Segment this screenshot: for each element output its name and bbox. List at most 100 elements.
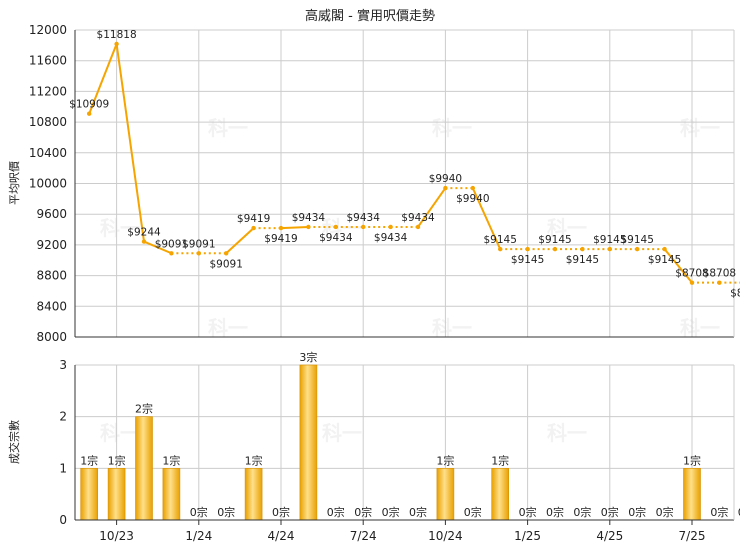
line-point bbox=[607, 246, 612, 252]
line-segment bbox=[88, 43, 118, 115]
chart-title: 高威閣 - 實用呎價走勢 bbox=[305, 8, 435, 24]
bottom-y-tick-label: 0 bbox=[59, 513, 67, 527]
bar-label: 0宗 bbox=[409, 505, 427, 519]
bar-label: 0宗 bbox=[519, 505, 537, 519]
point-label: $9145 bbox=[620, 234, 653, 246]
line-series bbox=[87, 41, 740, 285]
bar bbox=[135, 416, 153, 521]
x-tick-label: 1/24 bbox=[185, 529, 212, 543]
point-label: $10909 bbox=[69, 99, 109, 111]
point-label: $9145 bbox=[483, 234, 516, 246]
line-point bbox=[306, 224, 311, 230]
point-label: $9145 bbox=[538, 234, 571, 246]
line-point bbox=[662, 246, 667, 252]
point-label: $9434 bbox=[319, 232, 353, 244]
line-point bbox=[388, 224, 393, 230]
bar-series bbox=[80, 364, 701, 521]
top-y-tick-label: 10000 bbox=[29, 177, 67, 191]
line-point bbox=[525, 246, 530, 252]
x-tick-label: 10/24 bbox=[428, 529, 463, 543]
point-label: $9940 bbox=[456, 193, 489, 205]
x-tick-label: 4/24 bbox=[268, 529, 295, 543]
watermark-text: 科一 bbox=[208, 316, 248, 340]
watermark-text: 科一 bbox=[547, 216, 587, 240]
point-label: $9091 bbox=[182, 238, 215, 250]
point-label: $9145 bbox=[566, 254, 599, 266]
watermark-text: 科一 bbox=[432, 116, 472, 140]
watermark-text: 科一 bbox=[432, 316, 472, 340]
watermark-text: 科一 bbox=[680, 116, 720, 140]
bottom-y-tick-label: 2 bbox=[59, 410, 67, 424]
bar bbox=[491, 468, 510, 521]
line-point bbox=[415, 224, 421, 230]
bar-label: 1宗 bbox=[436, 453, 454, 467]
watermark-text: 科一 bbox=[680, 316, 720, 340]
point-label: $9419 bbox=[264, 233, 297, 245]
bar-label: 0宗 bbox=[272, 505, 290, 519]
point-label: $9940 bbox=[429, 173, 462, 185]
point-label: $9145 bbox=[593, 234, 626, 246]
top-y-tick-label: 11600 bbox=[29, 54, 67, 68]
bottom-y-tick-label: 3 bbox=[59, 358, 67, 372]
bar-label: 1宗 bbox=[683, 453, 701, 467]
line-point bbox=[224, 251, 229, 256]
watermark-text: 科一 bbox=[322, 216, 362, 240]
x-tick-label: 4/25 bbox=[596, 529, 623, 543]
point-label: $11818 bbox=[97, 29, 137, 41]
bar-label: 1宗 bbox=[108, 453, 126, 467]
bar bbox=[244, 468, 263, 521]
bar-label: 1宗 bbox=[491, 453, 509, 467]
point-label: $8708 bbox=[703, 268, 736, 280]
point-label: $9434 bbox=[401, 212, 435, 224]
bar bbox=[683, 468, 701, 521]
bar-label: 3宗 bbox=[299, 350, 317, 364]
point-label: $9434 bbox=[346, 212, 380, 224]
bar-label: 1宗 bbox=[80, 453, 98, 467]
line-point bbox=[470, 185, 475, 191]
bar-label: 0宗 bbox=[628, 505, 646, 519]
axes: 8000840088009200960010000104001080011200… bbox=[29, 23, 735, 543]
top-y-tick-label: 10400 bbox=[29, 146, 67, 160]
bottom-y-axis-label: 成交宗數 bbox=[7, 420, 21, 464]
x-tick-label: 10/23 bbox=[99, 529, 134, 543]
bottom-y-tick-label: 1 bbox=[59, 461, 67, 475]
bar-label: 0宗 bbox=[217, 505, 235, 519]
bar bbox=[107, 468, 126, 521]
point-label: $8708 bbox=[675, 268, 708, 280]
point-label: $9434 bbox=[374, 232, 408, 244]
bar bbox=[299, 364, 318, 521]
line-point bbox=[169, 251, 174, 256]
line-point bbox=[635, 246, 640, 252]
point-label: $9419 bbox=[237, 213, 270, 225]
watermark-text: 科一 bbox=[547, 421, 587, 445]
line-point bbox=[141, 239, 147, 244]
line-segment bbox=[280, 225, 309, 230]
bar bbox=[80, 468, 98, 521]
line-point bbox=[361, 224, 366, 230]
line-point bbox=[251, 225, 256, 231]
top-y-tick-label: 12000 bbox=[29, 23, 67, 37]
line-segment bbox=[471, 187, 502, 250]
line-point bbox=[333, 224, 338, 230]
line-point bbox=[278, 225, 284, 231]
point-label: $9244 bbox=[127, 227, 161, 239]
bar-label: 0宗 bbox=[464, 505, 482, 519]
bar-label: 0宗 bbox=[710, 505, 728, 519]
point-label: $9091 bbox=[209, 258, 242, 270]
line-point bbox=[689, 280, 695, 285]
x-tick-label: 1/25 bbox=[514, 529, 541, 543]
bar-label: 2宗 bbox=[135, 402, 153, 416]
point-label: $9145 bbox=[511, 254, 544, 266]
x-tick-label: 7/24 bbox=[350, 529, 377, 543]
bar-label: 1宗 bbox=[245, 453, 263, 467]
bar-label: 0宗 bbox=[382, 505, 400, 519]
line-segment bbox=[417, 187, 447, 228]
top-y-tick-label: 8000 bbox=[36, 330, 67, 344]
line-point bbox=[498, 246, 503, 252]
bar-label: 0宗 bbox=[573, 505, 591, 519]
bar-label: 0宗 bbox=[327, 505, 345, 519]
point-label: $9434 bbox=[292, 212, 326, 224]
top-y-tick-label: 10800 bbox=[29, 115, 67, 129]
